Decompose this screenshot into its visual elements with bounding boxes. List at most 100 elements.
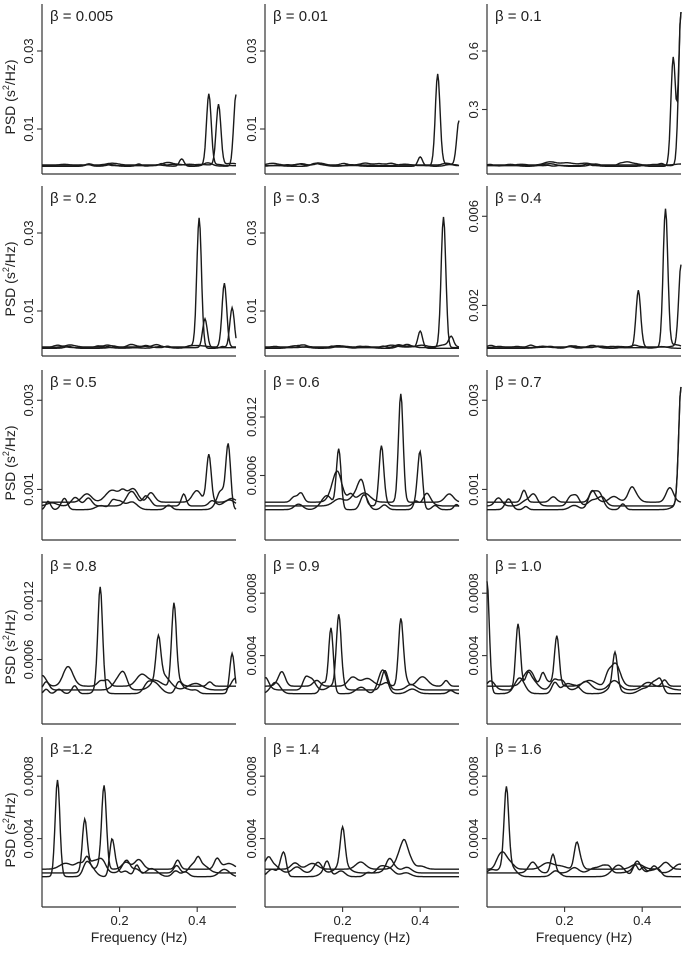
y-tick-label: 0.0012 <box>244 397 259 437</box>
y-tick-label: 0.01 <box>21 116 36 141</box>
y-tick-label: 0.6 <box>466 42 481 60</box>
psd-series-line <box>487 208 682 349</box>
psd-series-line <box>42 454 237 503</box>
psd-series-line <box>487 11 682 167</box>
panel-title: β = 1.6 <box>495 741 542 758</box>
psd-panel: 0.3 0.6 β = 0.1 <box>466 4 682 175</box>
psd-panel: 0.001 0.003 β = 0.7 <box>466 370 682 541</box>
psd-series-line <box>486 623 681 691</box>
psd-series-line <box>41 490 237 507</box>
psd-series-line <box>486 841 681 870</box>
y-tick-label: 0.03 <box>21 220 36 245</box>
y-tick-label: 0.0004 <box>244 819 259 859</box>
panel-title: β = 0.5 <box>50 374 97 391</box>
panel-title: β = 0.3 <box>273 190 320 207</box>
psd-series-line <box>265 393 460 503</box>
psd-series-line <box>41 586 237 695</box>
psd-panel: 0.0004 0.0008 0.2 0.4 β = 1.6 Frequency (Hz) <box>466 737 682 945</box>
psd-panel: 0.01 0.03 β = 0.3 <box>244 186 460 357</box>
psd-series-line <box>265 445 459 507</box>
y-axis-label: PSD (s2/Hz) <box>1 792 18 867</box>
psd-series-line <box>487 486 682 503</box>
psd-series-line <box>42 779 237 878</box>
psd-panel: 0.0004 0.0008 0.2 0.4 β = 1.4 Frequency (Hz) <box>244 737 459 945</box>
psd-series-line <box>265 618 459 687</box>
panel-title: β = 1.4 <box>273 741 320 758</box>
panel-title: β = 0.9 <box>273 558 320 575</box>
psd-series-line <box>265 335 460 348</box>
y-tick-label: 0.0008 <box>466 573 481 613</box>
x-tick-label: 0.2 <box>111 913 129 928</box>
y-tick-label: 0.03 <box>244 38 259 63</box>
x-tick-label: 0.4 <box>411 913 429 928</box>
panel-title: β =1.2 <box>50 741 92 758</box>
y-tick-label: 0.0012 <box>21 581 36 621</box>
y-axis-label: PSD (s2/Hz) <box>1 425 18 500</box>
y-tick-label: 0.0004 <box>244 636 259 676</box>
psd-series-line <box>42 93 236 167</box>
psd-series-line <box>264 850 459 878</box>
y-tick-label: 0.003 <box>21 384 36 417</box>
y-tick-label: 0.01 <box>21 298 36 323</box>
y-tick-label: 0.0004 <box>466 819 481 859</box>
y-tick-label: 0.01 <box>244 298 259 323</box>
x-tick-label: 0.4 <box>188 913 206 928</box>
y-tick-label: 0.03 <box>244 220 259 245</box>
psd-series-line <box>486 12 682 167</box>
psd-series-line <box>41 443 237 511</box>
panel-title: β = 0.005 <box>50 8 113 25</box>
panel-title: β = 0.01 <box>273 8 328 25</box>
y-tick-label: 0.002 <box>466 289 481 322</box>
psd-series-line <box>487 387 682 511</box>
psd-panel: 0.01 0.03 β = 0.005 PSD (s2/Hz) <box>1 4 237 175</box>
psd-panel: 0.0004 0.0008 β = 0.9 <box>244 554 460 725</box>
x-axis-label: Frequency (Hz) <box>314 929 410 945</box>
psd-series-line <box>41 632 237 691</box>
psd-series-line <box>264 614 459 691</box>
y-axis-label: PSD (s2/Hz) <box>1 59 18 134</box>
psd-series-line <box>264 824 459 874</box>
panel-title: β = 0.8 <box>50 558 97 575</box>
psd-series-line <box>486 264 682 348</box>
x-axis-label: Frequency (Hz) <box>536 929 632 945</box>
y-tick-label: 0.0006 <box>21 640 36 680</box>
psd-series-line <box>487 635 681 687</box>
psd-series-line <box>264 627 460 695</box>
psd-series-line <box>487 852 682 874</box>
psd-panel: 0.0006 0.0012 β = 0.6 <box>244 370 460 541</box>
y-tick-label: 0.0004 <box>466 636 481 676</box>
panel-title: β = 0.7 <box>495 374 542 391</box>
panel-title: β = 0.1 <box>495 8 542 25</box>
psd-series-line <box>42 785 237 870</box>
psd-series-line <box>487 161 681 166</box>
y-tick-label: 0.001 <box>21 473 36 506</box>
psd-panel: 0.01 0.03 β = 0.01 <box>244 4 460 175</box>
y-axis-label: PSD (s2/Hz) <box>1 241 18 316</box>
y-tick-label: 0.003 <box>466 384 481 417</box>
x-tick-label: 0.2 <box>556 913 574 928</box>
panel-title: β = 1.0 <box>495 558 542 575</box>
y-tick-label: 0.3 <box>466 100 481 118</box>
psd-series-line <box>486 786 681 878</box>
psd-panel: 0.0004 0.0008 0.2 0.4 β =1.2 PSD (s2/Hz) Frequ… <box>1 737 237 945</box>
y-tick-label: 0.0006 <box>244 456 259 496</box>
y-tick-label: 0.0004 <box>21 819 36 859</box>
psd-panel: 0.01 0.03 β = 0.2 PSD (s2/Hz) <box>1 186 237 357</box>
y-tick-label: 0.0008 <box>21 756 36 796</box>
panel-title: β = 0.2 <box>50 190 97 207</box>
psd-series-line <box>41 602 236 687</box>
psd-panel: 0.0004 0.0008 β = 1.0 <box>466 554 681 725</box>
psd-series-line <box>264 120 460 166</box>
psd-series-line <box>42 103 237 166</box>
psd-panel: 0.0006 0.0012 β = 0.8 PSD (s2/Hz) <box>1 554 237 725</box>
y-tick-label: 0.001 <box>466 473 481 506</box>
psd-series-line <box>42 316 236 349</box>
psd-series-line <box>42 816 236 874</box>
x-tick-label: 0.2 <box>334 913 352 928</box>
psd-series-line <box>265 73 459 167</box>
psd-series-line <box>42 282 236 348</box>
y-tick-label: 0.0008 <box>244 756 259 796</box>
y-axis-label: PSD (s2/Hz) <box>1 609 18 684</box>
y-tick-label: 0.01 <box>244 116 259 141</box>
